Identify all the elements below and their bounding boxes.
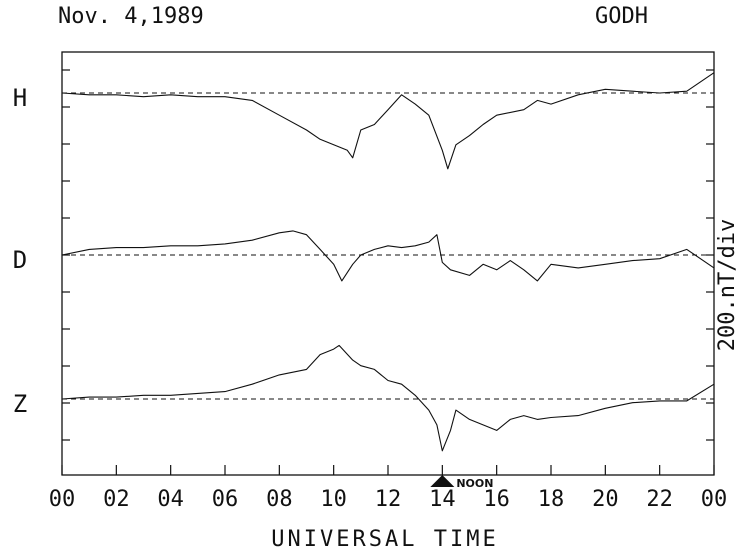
station-code: GODH (595, 4, 648, 29)
y-axis-label: 200.nT/div (715, 219, 739, 351)
channel-label: D (13, 246, 27, 274)
x-tick-label: 00 (49, 487, 76, 512)
x-tick-label: 16 (483, 487, 510, 512)
x-axis-label: UNIVERSAL TIME (271, 527, 498, 552)
trace (61, 230, 715, 282)
channel-label: Z (13, 390, 27, 418)
chart-title: Nov. 4,1989 (58, 4, 204, 29)
x-tick-label: 12 (375, 487, 402, 512)
x-tick-label: 04 (157, 487, 184, 512)
x-tick-label: 14 (429, 487, 456, 512)
plot-frame (61, 51, 715, 476)
noon-label: NOON (456, 477, 493, 490)
x-tick-label: 18 (538, 487, 565, 512)
x-tick-label: 02 (103, 487, 130, 512)
x-tick-label: 00 (701, 487, 728, 512)
x-tick-label: 10 (320, 487, 347, 512)
x-tick-label: 22 (646, 487, 673, 512)
x-tick-label: 20 (592, 487, 619, 512)
channel-label: H (13, 84, 27, 112)
x-tick-label: 08 (266, 487, 293, 512)
noon-marker (430, 475, 455, 487)
trace (61, 344, 715, 452)
trace (61, 72, 715, 170)
x-tick-label: 06 (212, 487, 239, 512)
